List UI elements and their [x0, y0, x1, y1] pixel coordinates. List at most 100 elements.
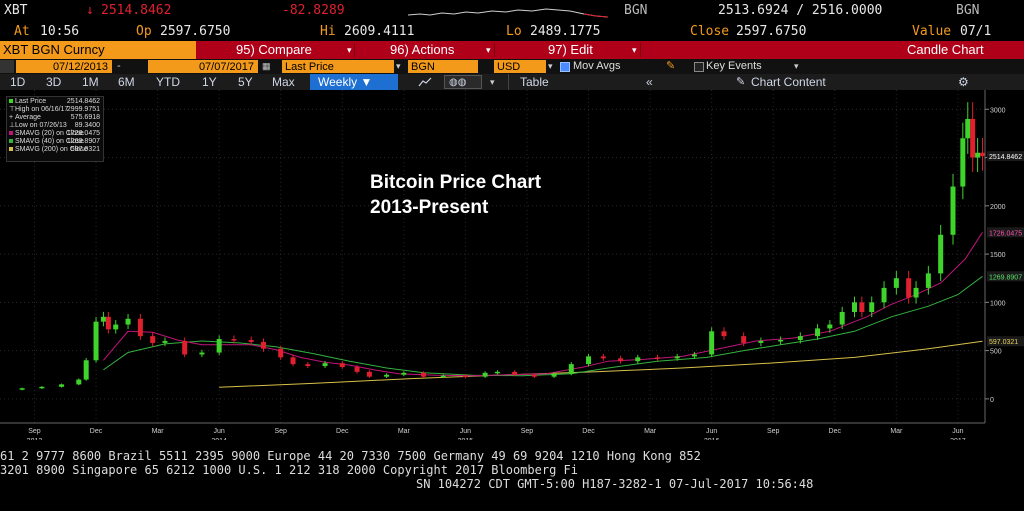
value-date: 07/1	[960, 24, 992, 39]
candle-body	[758, 340, 764, 343]
candle-body	[913, 287, 919, 298]
legend-item: SMAVG (40) on Close 1269.8907	[9, 138, 103, 146]
candle-body	[960, 138, 966, 187]
edit-dropdown-icon[interactable]: ▾	[632, 45, 637, 55]
candle-body	[893, 278, 899, 288]
legend-label: Low on 07/26/13	[15, 122, 67, 129]
x-year-label: 2013	[27, 438, 43, 440]
chart-content-button[interactable]: Chart Content	[751, 75, 826, 89]
legend-marker: ⊤	[9, 106, 16, 113]
y-tick-label: 1500	[990, 252, 1006, 259]
candle-body	[105, 316, 111, 330]
key-events-label: Key Events	[706, 60, 762, 72]
candle-body	[721, 331, 727, 337]
y-tick-label: 500	[990, 349, 1002, 356]
legend-value: 89.3400	[74, 122, 100, 129]
sma200-tag: 597.0321	[989, 339, 1018, 346]
period-max[interactable]: Max	[272, 75, 295, 89]
currency-label: BGN	[624, 3, 648, 18]
x-tick-label: Dec	[90, 428, 103, 435]
period-1y[interactable]: 1Y	[202, 75, 217, 89]
legend-label: High on 06/16/17	[15, 106, 69, 113]
field-dropdown-icon[interactable]: ▾	[396, 61, 401, 71]
y-tick-label: 0	[990, 397, 994, 404]
compare-dropdown-icon[interactable]: ▾	[347, 45, 352, 55]
period-6m[interactable]: 6M	[118, 75, 135, 89]
pencil-icon[interactable]: ✎	[666, 60, 676, 72]
high-label: Hi	[320, 24, 336, 39]
edit-menu[interactable]: 97) Edit	[548, 42, 593, 57]
line-chart-icon[interactable]	[418, 77, 432, 87]
frequency-select[interactable]: Weekly ▼	[310, 74, 398, 90]
candle-body	[512, 371, 518, 375]
end-date-field[interactable]: 07/07/2017	[148, 60, 258, 73]
calendar-icon[interactable]: ▦	[262, 61, 271, 71]
actions-menu[interactable]: 96) Actions	[390, 42, 455, 57]
candle-body	[216, 339, 222, 353]
candle-body	[938, 234, 944, 274]
candle-body	[851, 302, 857, 312]
currency-dropdown-icon[interactable]: ▾	[548, 61, 553, 71]
x-tick-label: Jun	[706, 428, 717, 435]
candle-body	[827, 324, 833, 329]
legend-value: 2999.9751	[66, 106, 100, 113]
annotation-title: Bitcoin Price Chart	[370, 172, 542, 193]
key-events-dropdown-icon[interactable]: ▾	[794, 61, 799, 71]
chart-style-select[interactable]: ◍◍	[444, 75, 482, 89]
security-label: XBT BGN Curncy	[3, 42, 105, 57]
period-1m[interactable]: 1M	[82, 75, 99, 89]
legend-swatch	[9, 139, 13, 143]
period-3d[interactable]: 3D	[46, 75, 62, 89]
actions-dropdown-icon[interactable]: ▾	[486, 45, 491, 55]
candle-body	[100, 316, 106, 322]
candle-body	[76, 379, 82, 385]
ticker[interactable]: XBT	[4, 3, 28, 18]
candle-body	[741, 336, 747, 343]
open-label: Op	[136, 24, 152, 39]
x-tick-label: Jun	[952, 428, 963, 435]
collapse-icon[interactable]: «	[646, 75, 653, 89]
y-tick-label: 2000	[990, 204, 1006, 211]
currency-label-2: BGN	[956, 3, 980, 18]
chart-style-dropdown-icon[interactable]: ▾	[490, 77, 495, 87]
candle-body	[113, 324, 119, 330]
compare-menu[interactable]: 95) Compare	[236, 42, 312, 57]
legend-item: SMAVG (20) on Close 1726.0475	[9, 130, 103, 138]
candle-body	[839, 312, 845, 325]
source-field[interactable]: BGN	[408, 60, 478, 73]
close-value: 2597.6750	[736, 24, 807, 39]
candle-body	[322, 363, 328, 367]
period-5y[interactable]: 5Y	[238, 75, 253, 89]
sma40-tag: 1269.8907	[989, 274, 1022, 281]
y-tick-label: 3000	[990, 107, 1006, 114]
period-1d[interactable]: 1D	[10, 75, 26, 89]
candle-body	[906, 278, 912, 298]
chart-content-icon[interactable]: ✎	[736, 76, 746, 88]
legend-swatch	[9, 147, 13, 151]
candle-body	[290, 357, 296, 365]
candle-body	[83, 360, 89, 380]
x-tick-label: Dec	[336, 428, 349, 435]
currency-select[interactable]: USD	[494, 60, 546, 73]
legend-item: SMAVG (200) on Close 597.0321	[9, 146, 103, 154]
candle-body	[248, 339, 254, 342]
security-field[interactable]: XBT BGN Curncy	[0, 41, 196, 59]
candle-body	[231, 339, 237, 341]
y-tick-label: 1000	[990, 300, 1006, 307]
candle-body	[482, 372, 488, 377]
start-date-field[interactable]: 07/12/2013	[16, 60, 112, 73]
mov-avgs-checkbox[interactable]	[560, 62, 570, 72]
key-events-checkbox[interactable]	[694, 62, 704, 72]
table-button[interactable]: Table	[520, 75, 549, 89]
price-chart[interactable]: 0500100015002000250030002514.84621726.04…	[0, 90, 1024, 440]
candle-body	[635, 357, 641, 362]
field-select[interactable]: Last Price	[282, 60, 394, 73]
period-ytd[interactable]: YTD	[156, 75, 180, 89]
candle-body	[260, 341, 266, 349]
candle-body	[384, 374, 390, 377]
quote-time: 10:56	[40, 24, 80, 39]
sma20-tag-bg	[987, 227, 1024, 238]
date-toolbar: 07/12/2013 - 07/07/2017 ▦ Last Price ▾ B…	[0, 59, 1024, 74]
gear-icon[interactable]: ⚙	[958, 75, 969, 89]
chart-type-title: Candle Chart	[907, 42, 984, 57]
